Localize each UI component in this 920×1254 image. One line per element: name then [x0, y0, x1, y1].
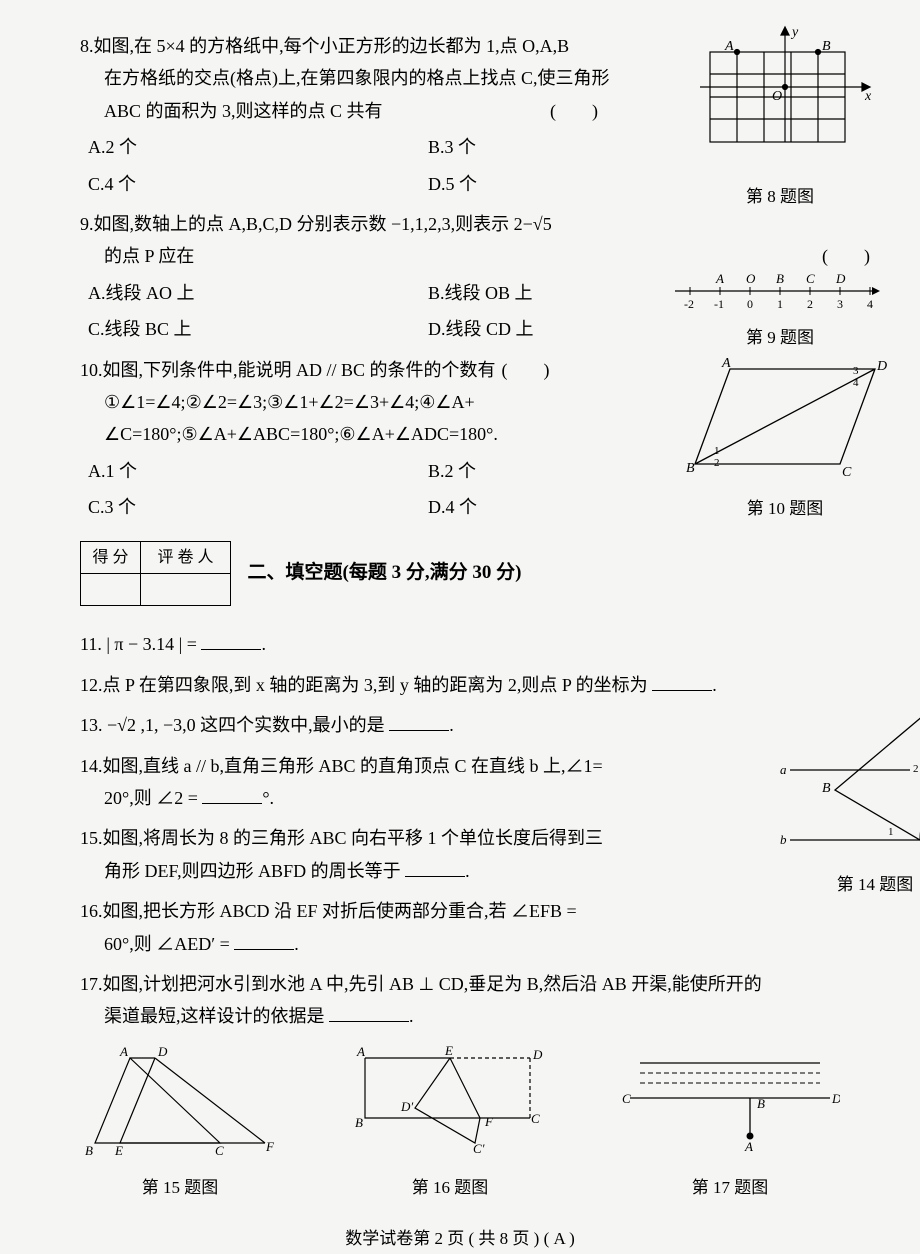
- svg-text:C: C: [806, 271, 815, 286]
- q9-text1: 9.如图,数轴上的点 A,B,C,D 分别表示数 −1,1,2,3,则表示 2−…: [80, 208, 840, 240]
- score-head1: 得 分: [81, 542, 141, 574]
- q8-num: 8.: [80, 36, 94, 56]
- svg-text:D: D: [876, 359, 887, 374]
- section2-title: 二、填空题(每题 3 分,满分 30 分): [248, 562, 522, 583]
- svg-text:D: D: [157, 1044, 168, 1059]
- svg-text:-1: -1: [714, 297, 724, 311]
- q16-blank: [234, 932, 294, 950]
- q14: 14.如图,直线 a // b,直角三角形 ABC 的直角顶点 C 在直线 b …: [80, 750, 840, 815]
- q11-blank: [201, 632, 261, 650]
- svg-text:B: B: [776, 271, 784, 286]
- svg-text:C: C: [622, 1091, 631, 1106]
- svg-text:y: y: [790, 25, 799, 40]
- svg-text:2: 2: [807, 297, 813, 311]
- svg-text:x: x: [864, 89, 872, 104]
- svg-text:2: 2: [913, 763, 919, 775]
- svg-text:B: B: [355, 1115, 363, 1130]
- q17-figure: C D B A 第 17 题图: [620, 1043, 840, 1204]
- svg-text:B: B: [85, 1143, 93, 1158]
- svg-text:B: B: [757, 1096, 765, 1111]
- q10-optA: A.1 个: [88, 455, 428, 487]
- q10-optB: B.2 个: [428, 455, 476, 487]
- svg-text:A: A: [721, 356, 731, 371]
- q14-blank: [202, 786, 262, 804]
- q9-fig-label: 第 9 题图: [670, 323, 890, 354]
- svg-text:4: 4: [867, 297, 873, 311]
- svg-text:3: 3: [837, 297, 843, 311]
- q17-blank: [329, 1004, 409, 1022]
- q9: 9.如图,数轴上的点 A,B,C,D 分别表示数 −1,1,2,3,则表示 2−…: [80, 208, 840, 346]
- q15-blank: [405, 859, 465, 877]
- q13: 13. −√2 ,1, −3,0 这四个实数中,最小的是 .: [80, 709, 840, 741]
- bottom-figures: A D B E C F 第 15 题图 A E D B F C D′ C′ 第 …: [80, 1043, 840, 1204]
- q15-figure: A D B E C F 第 15 题图: [80, 1043, 280, 1204]
- q9-optC: C.线段 BC 上: [88, 313, 428, 345]
- svg-text:B: B: [686, 461, 695, 476]
- q13-blank: [389, 713, 449, 731]
- svg-text:a: a: [780, 762, 787, 777]
- q10-optD: D.4 个: [428, 491, 477, 523]
- svg-text:C: C: [531, 1111, 540, 1126]
- q10: 10.如图,下列条件中,能说明 AD // BC 的条件的个数有( ) ①∠1=…: [80, 354, 840, 524]
- q8-optB: B.3 个: [428, 131, 476, 163]
- q12-blank: [652, 673, 712, 691]
- q14-fig-label: 第 14 题图: [780, 870, 920, 901]
- q9-optD: D.线段 CD 上: [428, 313, 534, 345]
- svg-text:O: O: [746, 271, 756, 286]
- svg-text:A: A: [715, 271, 724, 286]
- svg-text:B: B: [822, 781, 831, 796]
- q10-optC: C.3 个: [88, 491, 428, 523]
- svg-text:C: C: [842, 465, 852, 480]
- q8-optC: C.4 个: [88, 168, 428, 200]
- svg-text:4: 4: [853, 377, 859, 389]
- page-footer: 数学试卷第 2 页 ( 共 8 页 ) ( A ): [80, 1224, 840, 1254]
- svg-text:A: A: [356, 1044, 365, 1059]
- svg-text:F: F: [484, 1114, 494, 1129]
- q16: 16.如图,把长方形 ABCD 沿 EF 对折后使两部分重合,若 ∠EFB = …: [80, 895, 840, 960]
- svg-text:D′: D′: [400, 1099, 413, 1114]
- q16-figure: A E D B F C D′ C′ 第 16 题图: [345, 1043, 555, 1204]
- q9-figure: -2 -1 0 1 2 3 4 A O B C D 第 9 题图: [670, 263, 890, 354]
- q15: 15.如图,将周长为 8 的三角形 ABC 向右平移 1 个单位长度后得到三 角…: [80, 822, 840, 887]
- q17: 17.如图,计划把河水引到水池 A 中,先引 AB ⊥ CD,垂足为 B,然后沿…: [80, 968, 840, 1033]
- q12: 12.点 P 在第四象限,到 x 轴的距离为 3,到 y 轴的距离为 2,则点 …: [80, 669, 840, 701]
- svg-text:E: E: [444, 1043, 453, 1058]
- svg-text:E: E: [114, 1143, 123, 1158]
- q14-figure: a b A B C 1 2 第 14 题图: [780, 700, 920, 901]
- score-head2: 评 卷 人: [141, 542, 231, 574]
- q10-fig-label: 第 10 题图: [680, 494, 890, 525]
- svg-text:2: 2: [714, 457, 720, 469]
- q11: 11. | π − 3.14 | = .: [80, 628, 840, 660]
- q10-figure: A D B C 1 2 3 4 第 10 题图: [680, 354, 890, 525]
- svg-text:C: C: [215, 1143, 224, 1158]
- svg-text:D: D: [831, 1091, 840, 1106]
- q8: 8.如图,在 5×4 的方格纸中,每个小正方形的边长都为 1,点 O,A,B 在…: [80, 30, 840, 200]
- svg-text:1: 1: [777, 297, 783, 311]
- q8-figure: y x A B O 第 8 题图: [680, 22, 880, 213]
- svg-text:1: 1: [888, 826, 894, 838]
- svg-text:F: F: [265, 1139, 275, 1154]
- q8-optD: D.5 个: [428, 168, 477, 200]
- svg-text:-2: -2: [684, 297, 694, 311]
- svg-text:B: B: [822, 39, 831, 54]
- section2-header: 得 分评 卷 人 二、填空题(每题 3 分,满分 30 分): [80, 541, 840, 606]
- svg-text:A: A: [119, 1044, 128, 1059]
- score-table: 得 分评 卷 人: [80, 541, 231, 606]
- q9-optB: B.线段 OB 上: [428, 277, 533, 309]
- q8-optA: A.2 个: [88, 131, 428, 163]
- svg-text:C′: C′: [473, 1141, 485, 1156]
- svg-text:O: O: [772, 89, 782, 104]
- svg-text:0: 0: [747, 297, 753, 311]
- svg-text:b: b: [780, 832, 787, 847]
- svg-text:3: 3: [853, 365, 859, 377]
- svg-text:A: A: [744, 1139, 753, 1154]
- q9-optA: A.线段 AO 上: [88, 277, 428, 309]
- svg-text:A: A: [724, 39, 734, 54]
- svg-text:D: D: [532, 1047, 543, 1062]
- svg-text:D: D: [835, 271, 846, 286]
- svg-text:1: 1: [714, 445, 720, 457]
